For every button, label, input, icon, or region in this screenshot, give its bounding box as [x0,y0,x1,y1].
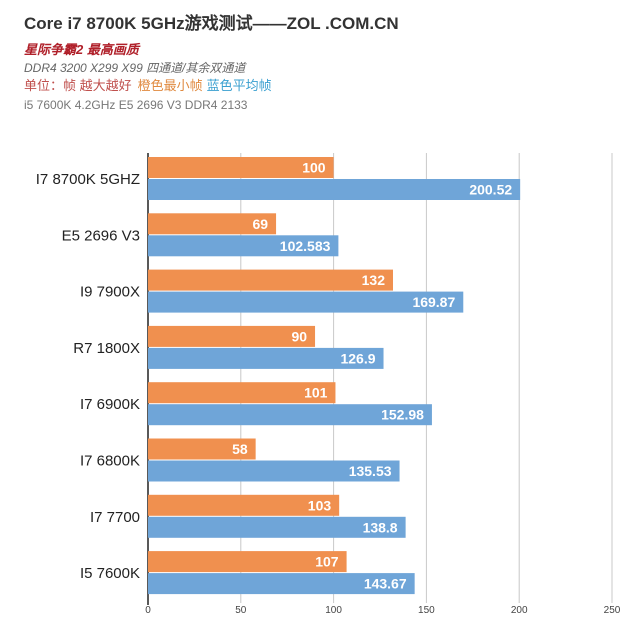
data-label: 69 [252,216,268,232]
data-label: 126.9 [340,350,375,366]
x-tick-label: 0 [145,605,151,616]
x-tick-label: 100 [325,605,342,616]
category-label: I9 7900X [80,284,140,301]
config-note: i5 7600K 4.2GHz E5 2696 V3 DDR4 2133 [24,98,248,112]
bar-avg-fps [148,347,384,369]
data-label: 103 [308,497,332,513]
bar-min-fps [148,382,336,404]
category-label: I7 8700K 5GHZ [36,171,140,188]
bar-avg-fps [148,179,521,200]
data-label: 169.87 [412,294,455,310]
category-label: I5 7600K [80,565,140,582]
data-label: 100 [302,160,326,176]
chart-subtitle: 星际争霸2 最高画质 [24,42,139,57]
category-label: E5 2696 V3 [62,227,140,244]
data-label: 138.8 [363,519,398,535]
bar-min-fps [148,494,340,516]
bar-avg-fps [148,404,432,426]
bar-avg-fps [148,516,406,538]
bar-min-fps [148,325,316,347]
unit-label: 单位：帧 越大越好 [24,78,132,93]
data-label: 58 [232,441,248,457]
x-tick-label: 200 [511,605,528,616]
data-label: 200.52 [469,182,512,198]
bar-min-fps [148,269,393,291]
x-tick-label: 150 [418,605,435,616]
bar-avg-fps [148,235,339,257]
data-label: 143.67 [364,576,407,592]
bar-avg-fps [148,291,464,313]
bar-min-fps [148,438,256,460]
blue-legend: 蓝色平均帧 [206,78,272,93]
data-label: 132 [362,272,386,288]
memory-note: DDR4 3200 X299 X99 四通道/其余双通道 [24,61,246,75]
data-label: 107 [315,554,339,570]
bar-min-fps [148,551,347,573]
bar-min-fps [148,157,334,178]
data-label: 101 [304,385,328,401]
data-label: 102.583 [280,238,331,254]
category-label: R7 1800X [73,340,140,357]
data-label: 135.53 [349,463,392,479]
category-label: I7 6900K [80,396,140,413]
category-label: I7 7700 [90,509,140,526]
orange-legend: 橙色最小帧 [137,78,203,93]
data-label: 90 [291,328,307,344]
bar-avg-fps [148,460,400,482]
x-tick-label: 50 [235,605,247,616]
unit-line: 单位：帧 越大越好 橙色最小帧 蓝色平均帧 [24,75,272,94]
bar-min-fps [148,213,277,235]
bar-avg-fps [148,573,415,595]
x-tick-label: 250 [604,605,621,616]
category-label: I7 6800K [80,453,140,470]
chart-title: Core i7 8700K 5GHz游戏测试——ZOL .COM.CN [24,14,399,33]
data-label: 152.98 [381,407,424,423]
